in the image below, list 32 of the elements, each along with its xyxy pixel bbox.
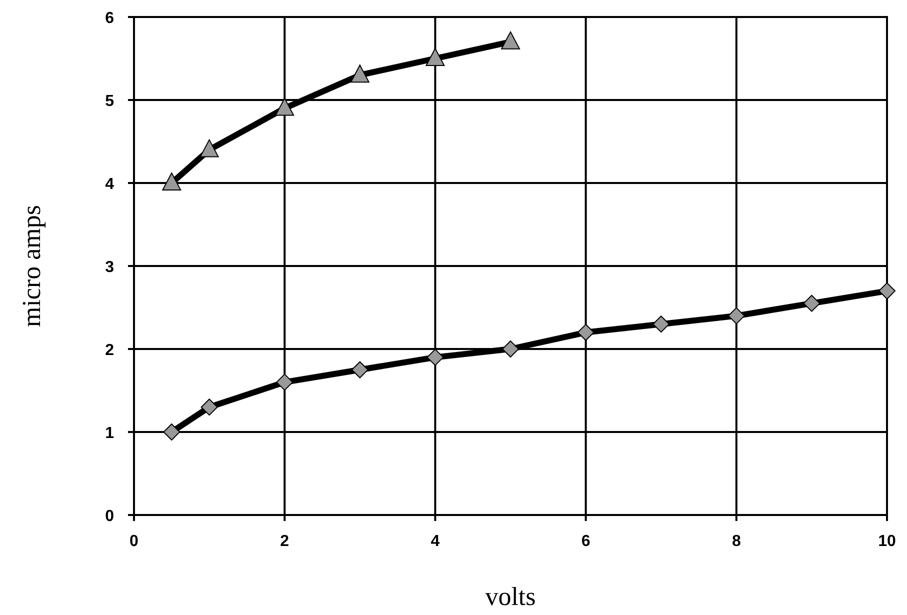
y-tick-label: 0: [105, 508, 114, 525]
point: [163, 424, 180, 440]
x-tick-label: 4: [430, 533, 440, 550]
y-axis-title: micro amps: [17, 204, 46, 328]
x-tick-label: 10: [878, 533, 896, 550]
x-tick-label: 8: [732, 533, 741, 550]
point: [577, 324, 594, 341]
y-tick-label: 5: [105, 93, 114, 110]
point: [426, 348, 444, 366]
point: [426, 48, 445, 66]
point: [162, 172, 182, 190]
point: [276, 374, 294, 391]
point: [878, 282, 896, 300]
y-tick-label: 1: [105, 425, 114, 442]
point: [502, 340, 519, 358]
y-tick-label: 2: [105, 342, 114, 359]
point: [350, 64, 370, 83]
point: [351, 361, 368, 378]
x-tick-label: 2: [280, 533, 290, 550]
point: [728, 307, 745, 324]
point: [501, 31, 520, 50]
point: [200, 139, 219, 158]
y-tick-label: 6: [105, 10, 114, 27]
x-tick-label: 0: [130, 533, 139, 550]
y-tick-label: 3: [105, 259, 114, 276]
y-tick-label: 4: [105, 176, 114, 193]
x-axis-title: volts: [485, 582, 536, 611]
point: [275, 98, 294, 116]
x-tick-label: 6: [581, 533, 590, 550]
point: [200, 398, 218, 416]
point: [803, 294, 820, 312]
point: [652, 316, 670, 333]
